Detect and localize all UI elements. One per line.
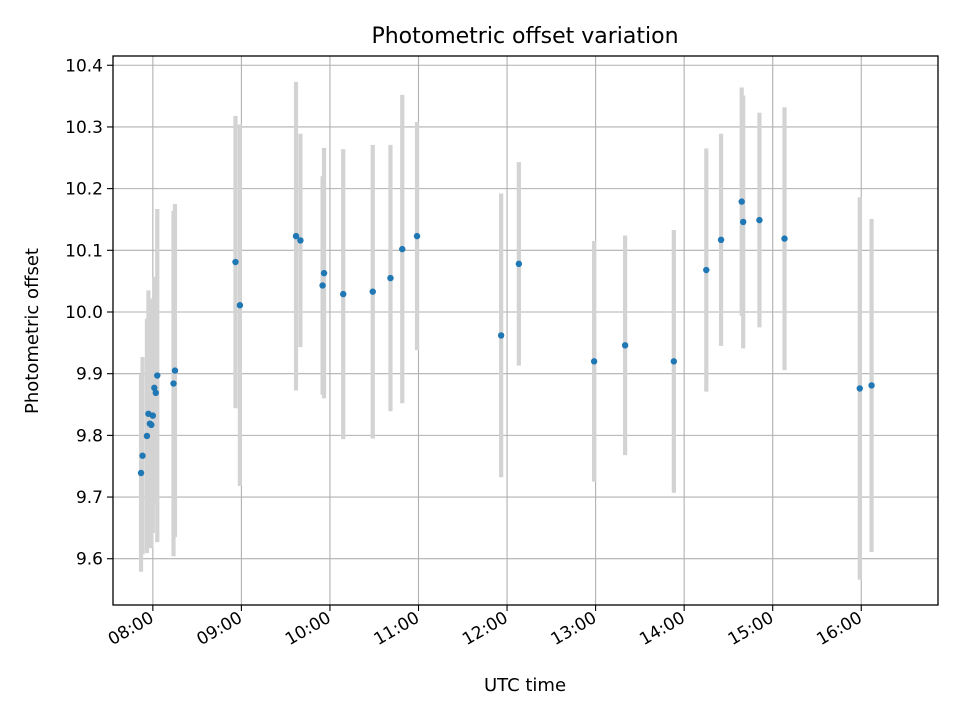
data-point [319,282,326,289]
grid [113,56,938,605]
data-point [413,232,421,240]
plot-area [113,56,938,605]
data-point [739,218,747,226]
data-point [148,421,155,429]
data-point [590,358,598,365]
data-point [236,302,244,309]
data-point [170,380,177,387]
data-point [717,236,725,244]
data-point [515,260,523,268]
data-point [781,235,788,242]
data-point [232,258,239,266]
data-point [387,274,394,282]
data-point [154,372,161,379]
data-point [143,432,151,440]
y-tick-label: 10.3 [65,118,103,138]
data-point [738,198,745,205]
data-point [171,367,179,374]
data-point [340,290,347,298]
y-tick-label: 9.8 [76,426,103,446]
y-tick-label: 9.6 [76,550,103,570]
plot-frame [112,55,939,606]
data-point [149,412,157,419]
data-point [497,332,505,339]
data-point [868,382,875,389]
x-axis-label: UTC time [484,675,566,696]
data-point [703,266,710,274]
y-tick-label: 9.7 [76,488,103,508]
data-point [369,288,376,295]
y-tick-label: 9.9 [76,365,103,385]
data-point [756,216,763,224]
y-axis-label: Photometric offset [22,248,43,414]
data-point [621,342,629,349]
y-tick-label: 10.1 [65,241,103,261]
data-point [152,389,159,397]
data-points [137,198,875,477]
data-point [320,269,328,277]
data-point [399,245,406,253]
data-point [670,358,678,365]
chart-title: Photometric offset variation [371,24,678,49]
data-point [139,452,146,459]
y-axis-ticks: 9.6 9.7 9.8 9.9 10.0 10.1 10.2 10.3 10.4 [65,56,113,570]
data-point [137,469,145,477]
data-point [297,237,304,244]
y-tick-label: 10.0 [65,303,103,323]
y-tick-label: 10.2 [65,180,103,200]
data-point [292,232,300,240]
data-point [856,385,863,392]
data-point [151,384,158,392]
y-tick-label: 10.4 [65,56,103,76]
